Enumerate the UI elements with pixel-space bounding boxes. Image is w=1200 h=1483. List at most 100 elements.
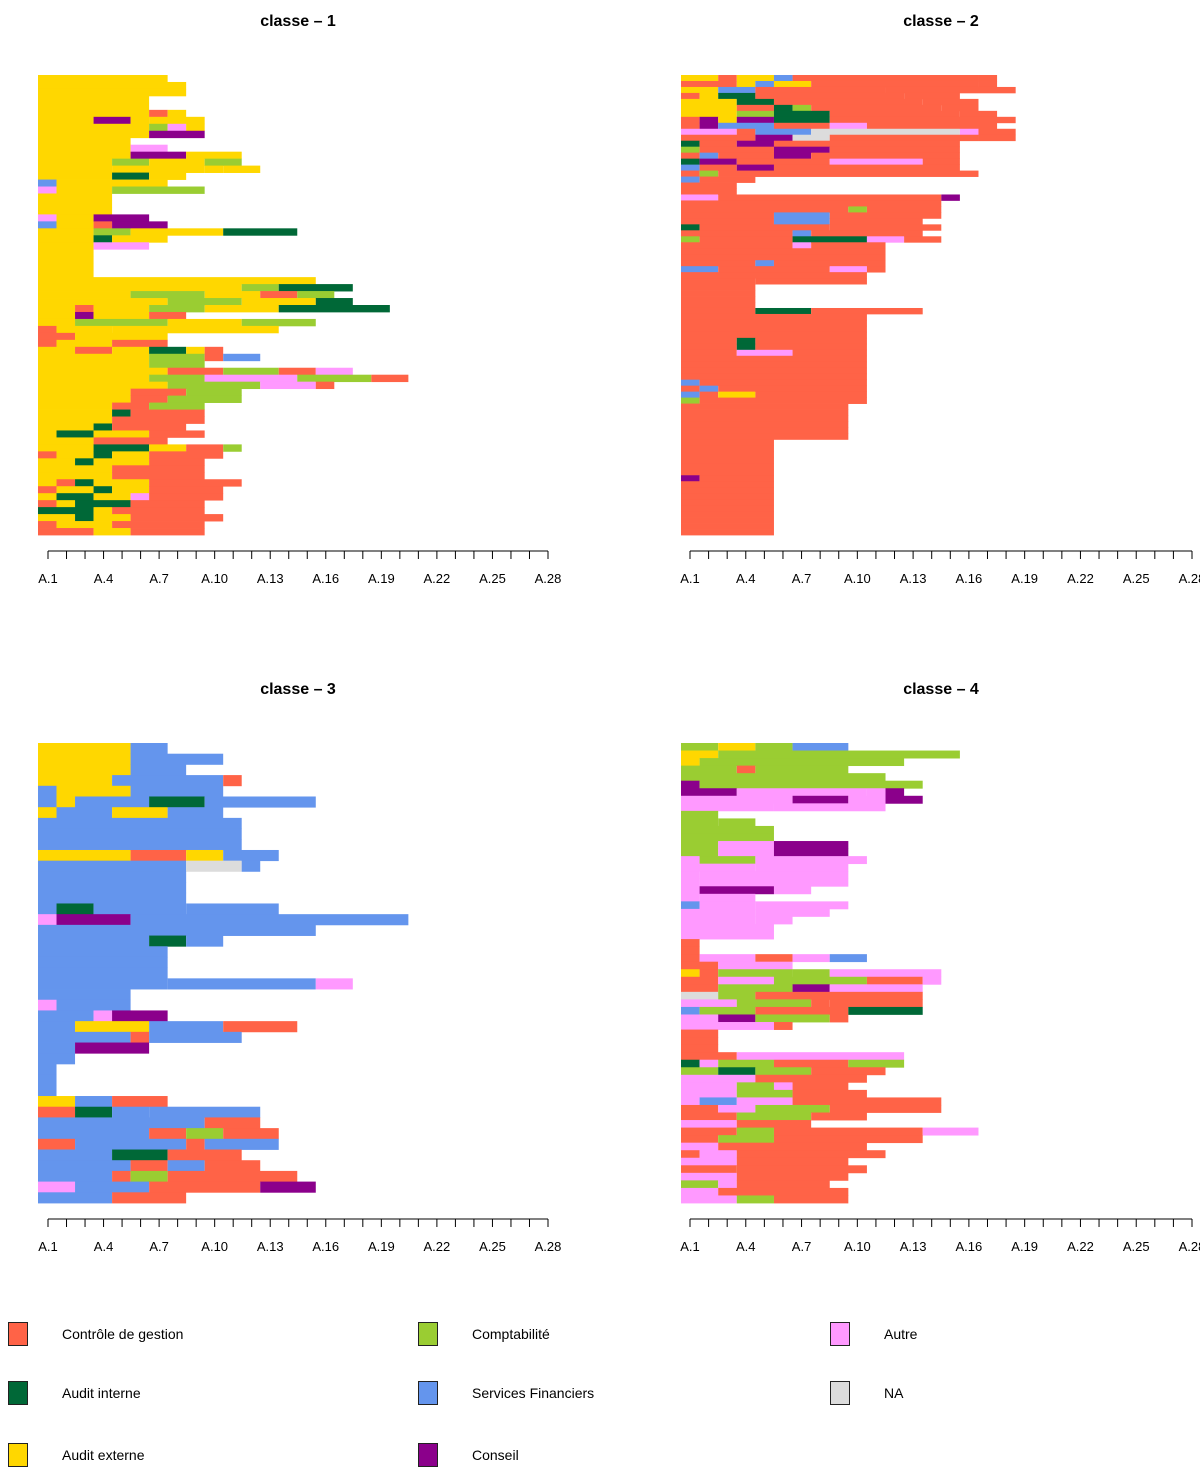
sequence-segment <box>38 437 94 445</box>
sequence-segment <box>829 999 923 1008</box>
sequence-segment <box>38 1021 76 1033</box>
sequence-segment <box>681 1059 700 1068</box>
sequence-segment <box>978 80 998 88</box>
sequence-segment <box>75 1042 150 1054</box>
sequence-segment <box>112 507 205 515</box>
sequence-segment <box>38 479 57 487</box>
sequence-segment <box>681 481 774 488</box>
sequence-segment <box>755 80 774 88</box>
sequence-segment <box>38 1192 113 1204</box>
sequence-segment <box>38 374 150 383</box>
sequence-segment <box>56 486 94 494</box>
sequence-segment <box>681 871 700 880</box>
sequence-segment <box>38 514 76 522</box>
sequence-segment <box>167 381 261 390</box>
x-tick-label: A.13 <box>900 1239 927 1254</box>
sequence-segment <box>755 128 812 136</box>
sequence-segment <box>885 86 1016 94</box>
sequence-segment <box>773 164 960 171</box>
sequence-segment <box>38 221 57 229</box>
sequence-segment <box>681 1082 737 1091</box>
sequence-segment <box>811 80 979 88</box>
sequence-segment <box>112 339 168 348</box>
sequence-segment <box>699 176 756 183</box>
sequence-segment <box>223 849 279 862</box>
legend-label: Contrôle de gestion <box>62 1326 184 1342</box>
sequence-segment <box>56 339 113 348</box>
x-tick-label: A.4 <box>736 1239 756 1254</box>
sequence-segment <box>718 991 756 1000</box>
sequence-segment <box>149 796 205 808</box>
legend-item: Audit externe <box>8 1439 145 1471</box>
sequence-segment <box>681 206 849 213</box>
sequence-segment <box>38 144 131 153</box>
sequence-segment <box>681 1074 756 1083</box>
sequence-segment <box>718 194 942 201</box>
sequence-segment <box>681 307 756 315</box>
sequence-segment <box>186 151 242 160</box>
sequence-segment <box>38 270 94 278</box>
sequence-segment <box>922 158 960 166</box>
sequence-segment <box>112 165 205 173</box>
sequence-segment <box>38 200 113 208</box>
sequence-segment <box>755 901 849 910</box>
sequence-segment <box>792 104 812 112</box>
sequence-segment <box>681 445 774 452</box>
sequence-segment <box>681 803 774 812</box>
sequence-segment <box>38 1053 76 1065</box>
sequence-segment <box>736 164 774 171</box>
sequence-segment <box>38 109 150 118</box>
sequence-segment <box>681 290 756 297</box>
sequence-segment <box>149 123 168 132</box>
sequence-segment <box>829 212 942 219</box>
sequence-segment <box>681 1165 737 1174</box>
sequence-segment <box>38 924 316 936</box>
x-tick-label: A.19 <box>368 571 395 586</box>
sequence-segment <box>773 212 830 219</box>
sequence-segment <box>681 302 756 309</box>
sequence-segment <box>922 976 942 985</box>
sequence-segment <box>149 493 224 501</box>
sequence-segment <box>755 86 886 94</box>
sequence-segment <box>681 825 774 834</box>
sequence-segment <box>681 529 774 536</box>
sequence-segment <box>112 409 131 417</box>
sequence-segment <box>204 353 224 362</box>
sequence-segment <box>718 170 979 177</box>
sequence-segment <box>38 785 57 797</box>
sequence-segment <box>38 402 113 410</box>
sequence-segment <box>130 785 224 797</box>
sequence-segment <box>699 878 849 887</box>
legend-label: Comptabilité <box>472 1326 550 1342</box>
sequence-segment <box>56 325 113 334</box>
sequence-segment <box>681 916 756 925</box>
sequence-segment <box>38 381 168 390</box>
sequence-segment <box>38 193 113 201</box>
sequence-segment <box>38 291 131 299</box>
sequence-segment <box>38 298 168 306</box>
sequence-segment <box>811 104 942 112</box>
sequence-segment <box>38 318 76 327</box>
sequence-segment <box>186 388 242 397</box>
sequence-segment <box>38 839 242 851</box>
sequence-segment <box>773 848 849 857</box>
sequence-segment <box>681 1150 700 1159</box>
sequence-segment <box>736 1112 812 1121</box>
sequence-segment <box>167 1170 298 1183</box>
sequence-segment <box>718 1180 737 1189</box>
sequence-segment <box>112 775 224 787</box>
sequence-segment <box>75 479 94 487</box>
panel-title: classe – 1 <box>260 13 336 30</box>
sequence-segment <box>681 361 867 369</box>
sequence-segment <box>699 758 905 767</box>
sequence-segment <box>38 228 94 236</box>
sequence-segment <box>681 511 774 518</box>
sequence-segment <box>38 81 187 90</box>
sequence-segment <box>681 886 700 895</box>
sequence-segment <box>38 472 113 480</box>
sequence-segment <box>93 451 113 459</box>
sequence-segment <box>718 848 774 857</box>
sequence-segment <box>93 507 113 515</box>
sequence-segment <box>681 98 737 106</box>
sequence-segment <box>38 1074 57 1086</box>
